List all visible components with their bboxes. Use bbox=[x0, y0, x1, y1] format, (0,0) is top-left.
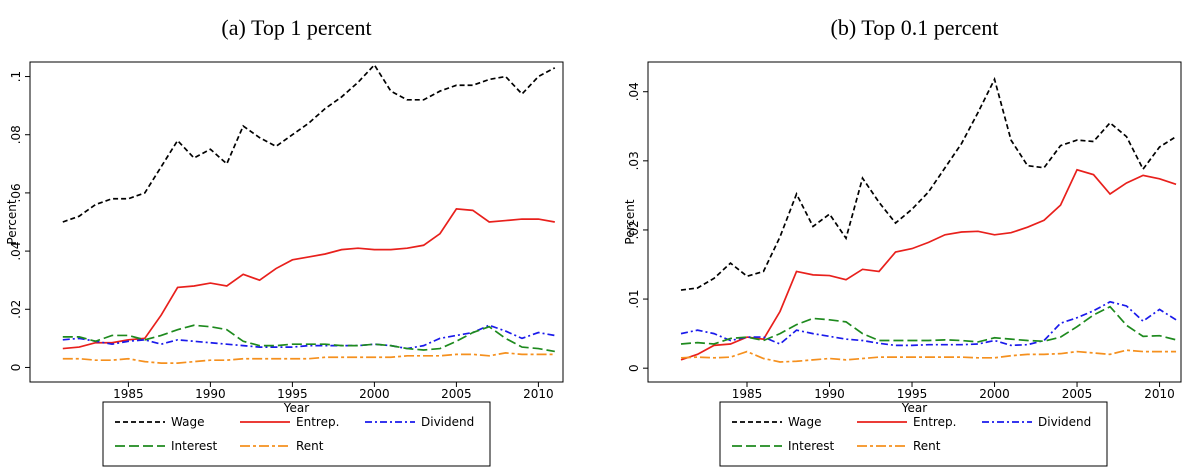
chart-title: (a) Top 1 percent bbox=[221, 15, 371, 40]
y-tick-label: 0 bbox=[627, 364, 641, 372]
line-series bbox=[62, 352, 555, 364]
legend-label: Interest bbox=[788, 439, 835, 453]
line-series bbox=[62, 208, 555, 350]
y-axis-title: Percent bbox=[5, 199, 19, 244]
y-axis-title: Percent bbox=[623, 199, 637, 244]
x-tick-label: 1985 bbox=[113, 387, 144, 401]
line-series bbox=[680, 168, 1177, 361]
legend-label: Interest bbox=[171, 439, 218, 453]
legend-label: Wage bbox=[171, 415, 204, 429]
y-tick-label: .04 bbox=[9, 242, 23, 261]
y-tick-label: .02 bbox=[9, 300, 23, 319]
x-axis-title: Year bbox=[283, 401, 309, 415]
legend-box bbox=[102, 401, 491, 467]
y-tick-label: .06 bbox=[9, 183, 23, 202]
line-series bbox=[680, 305, 1177, 345]
x-tick-label: 2005 bbox=[441, 387, 472, 401]
x-tick-label: 2000 bbox=[359, 387, 390, 401]
legend-label: Entrep. bbox=[296, 415, 339, 429]
line-series bbox=[62, 63, 556, 223]
line-series bbox=[680, 349, 1177, 363]
x-tick-label: 2010 bbox=[523, 387, 554, 401]
line-series bbox=[62, 324, 555, 353]
y-tick-label: .08 bbox=[9, 125, 23, 144]
legend-label: Rent bbox=[296, 439, 324, 453]
x-tick-label: 1990 bbox=[814, 387, 845, 401]
y-tick-label: .03 bbox=[627, 151, 641, 170]
legend-label: Entrep. bbox=[913, 415, 956, 429]
y-tick-label: .01 bbox=[627, 290, 641, 309]
x-tick-label: 2005 bbox=[1062, 387, 1093, 401]
line-series bbox=[680, 76, 1177, 291]
y-tick-label: .1 bbox=[9, 71, 23, 82]
legend-label: Dividend bbox=[421, 415, 474, 429]
y-tick-label: 0 bbox=[9, 364, 23, 372]
x-tick-label: 1985 bbox=[732, 387, 763, 401]
x-tick-label: 2000 bbox=[979, 387, 1010, 401]
line-series bbox=[680, 300, 1177, 347]
plot-frame bbox=[29, 61, 564, 383]
x-tick-label: 1990 bbox=[195, 387, 226, 401]
legend-box bbox=[719, 401, 1108, 467]
y-tick-label: .04 bbox=[627, 82, 641, 101]
y-tick-label: .02 bbox=[627, 220, 641, 239]
plot-frame bbox=[647, 61, 1182, 383]
x-tick-label: 2010 bbox=[1144, 387, 1175, 401]
legend-label: Wage bbox=[788, 415, 821, 429]
chart-title: (b) Top 0.1 percent bbox=[831, 15, 999, 40]
legend-label: Rent bbox=[913, 439, 941, 453]
x-tick-label: 1995 bbox=[277, 387, 308, 401]
x-axis-title: Year bbox=[901, 401, 927, 415]
x-tick-label: 1995 bbox=[897, 387, 928, 401]
legend-label: Dividend bbox=[1038, 415, 1091, 429]
